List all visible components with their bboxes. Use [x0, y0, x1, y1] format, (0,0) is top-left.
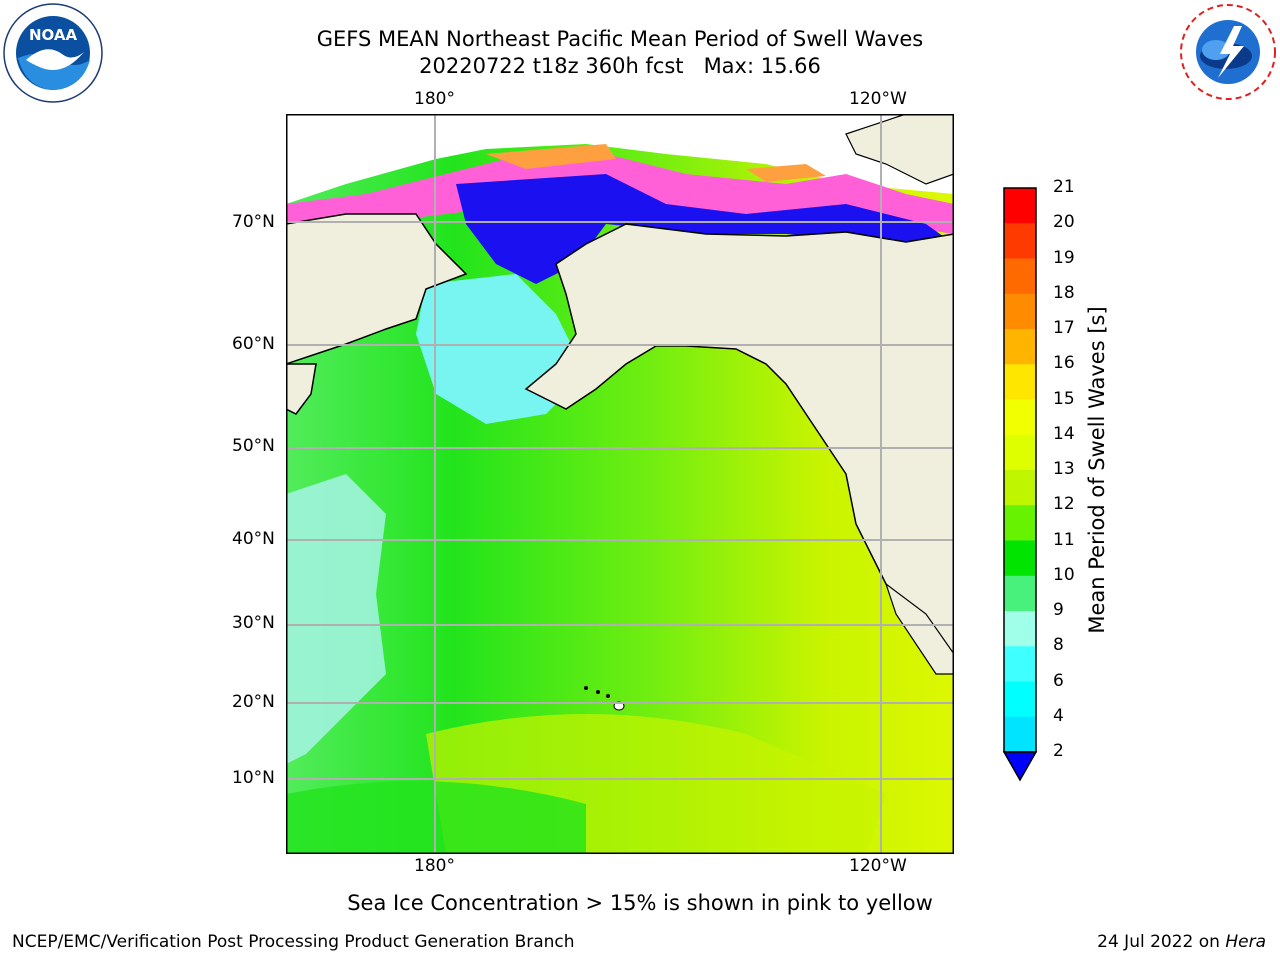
lon-label-top-180: 180° [414, 89, 455, 109]
colorbar-segment [1004, 505, 1036, 541]
colorbar-segment [1004, 223, 1036, 259]
noaa-logo-text: NOAA [29, 26, 78, 44]
map-frame [286, 114, 954, 854]
colorbar-tick-label: 10 [1053, 564, 1075, 585]
colorbar-tick-label: 19 [1053, 247, 1075, 268]
land-siberia [286, 213, 468, 365]
colorbar-segment [1004, 188, 1036, 224]
colorbar-tick-label: 11 [1053, 529, 1075, 550]
colorbar-tick-label: 2 [1053, 741, 1064, 761]
colorbar-tick-label: 21 [1053, 177, 1075, 197]
graticule [286, 114, 954, 854]
colorbar-tick-label: 16 [1053, 353, 1075, 374]
colorbar-tick-label: 4 [1053, 705, 1064, 726]
lon-label-top-120w: 120°W [849, 89, 907, 109]
colorbar-tick-label: 12 [1053, 494, 1075, 515]
lat-label-10n: 10°N [232, 768, 275, 788]
colorbar-segment [1004, 681, 1036, 718]
lat-label-50n: 50°N [232, 436, 275, 456]
lat-label-60n: 60°N [232, 334, 275, 354]
colorbar-tick-label: 18 [1053, 282, 1075, 303]
map-panel [286, 114, 954, 854]
colorbar-segment [1004, 293, 1036, 330]
footer-date-text: 24 Jul 2022 on [1097, 932, 1226, 952]
lon-label-bottom-180: 180° [414, 856, 455, 876]
land-kamchatka [286, 363, 317, 415]
lat-label-70n: 70°N [232, 212, 275, 232]
footer-date: 24 Jul 2022 on Hera [1097, 932, 1266, 952]
island-hawaii-3 [606, 694, 610, 698]
colorbar-tick-label: 13 [1053, 459, 1075, 479]
colorbar-title: Mean Period of Swell Waves [s] [1085, 306, 1109, 634]
lat-label-30n: 30°N [232, 613, 275, 633]
island-hawaii-1 [584, 686, 588, 690]
nws-logo-icon [1178, 2, 1278, 106]
noaa-logo-icon: NOAA [2, 2, 104, 108]
colorbar-segment [1004, 646, 1036, 682]
chart-subtitle: 20220722 t18z 360h fcst Max: 15.66 [419, 54, 821, 78]
land-alaska-canada [524, 223, 954, 675]
colorbar-segment [1004, 329, 1036, 365]
colorbar-frame [1003, 187, 1037, 753]
footer-credit: NCEP/EMC/Verification Post Processing Pr… [12, 932, 575, 952]
colorbar [1002, 187, 1038, 782]
colorbar-segment [1004, 540, 1036, 577]
chart-title: GEFS MEAN Northeast Pacific Mean Period … [316, 27, 924, 51]
land-arctic-islands [845, 114, 954, 185]
footer-host: Hera [1225, 932, 1266, 952]
colorbar-segment [1004, 364, 1036, 400]
colorbar-tick-label: 9 [1053, 600, 1064, 620]
colorbar-segment [1004, 611, 1036, 647]
colorbar-tick-label: 20 [1053, 212, 1075, 233]
colorbar-segment [1004, 575, 1036, 612]
island-hawaii-2 [596, 690, 600, 694]
colorbar-segment [1004, 399, 1036, 436]
colorbar-extend-arrow [1002, 751, 1038, 782]
lat-label-20n: 20°N [232, 692, 275, 712]
colorbar-tick-label: 14 [1053, 423, 1075, 444]
colorbar-segment [1004, 716, 1036, 753]
land-mexico [884, 582, 954, 675]
colorbar-segment [1004, 258, 1036, 295]
colorbar-tick-label: 8 [1053, 635, 1064, 656]
sea-ice-orange [486, 144, 826, 182]
lon-label-bottom-120w: 120°W [849, 856, 907, 876]
sea-ice-caption: Sea Ice Concentration > 15% is shown in … [347, 891, 933, 915]
colorbar-segment [1004, 470, 1036, 506]
colorbar-tick-label: 15 [1053, 388, 1075, 409]
colorbar-tick-label: 17 [1053, 318, 1075, 338]
lat-label-40n: 40°N [232, 529, 275, 549]
colorbar-tick-label: 6 [1053, 670, 1064, 691]
colorbar-segment [1004, 434, 1036, 471]
cyan-west-region [286, 474, 386, 764]
arctic-white-cap [286, 114, 954, 204]
